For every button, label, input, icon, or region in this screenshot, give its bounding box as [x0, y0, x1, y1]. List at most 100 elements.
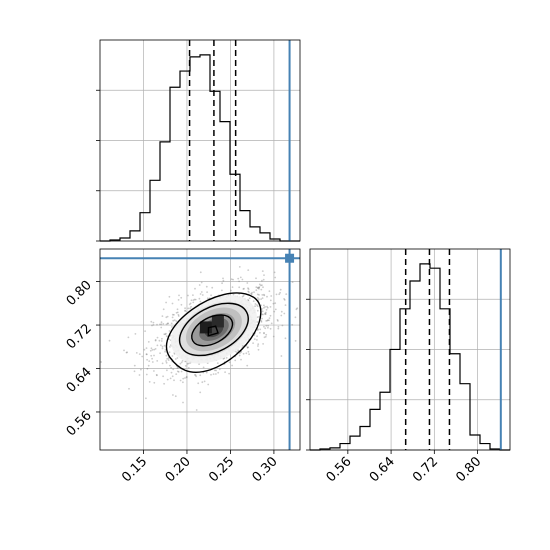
- sample-point: [216, 362, 219, 364]
- x-tick-label: 0.15: [119, 454, 150, 485]
- sample-point: [257, 343, 260, 346]
- sample-point: [147, 341, 150, 343]
- sample-point: [257, 287, 259, 289]
- sample-point: [151, 349, 154, 351]
- histogram-2-bar: [350, 436, 360, 450]
- sample-point: [238, 280, 241, 283]
- sample-point: [169, 344, 172, 346]
- sample-point: [153, 370, 155, 372]
- histogram-1-bar: [160, 142, 170, 241]
- sample-point: [277, 320, 279, 322]
- sample-point: [260, 298, 262, 300]
- sample-point: [177, 315, 180, 317]
- sample-point: [171, 313, 174, 316]
- sample-point: [274, 308, 277, 311]
- sample-point: [170, 366, 173, 369]
- sample-point: [125, 351, 128, 354]
- sample-point: [256, 329, 259, 331]
- sample-point: [218, 368, 221, 371]
- sample-point: [156, 323, 158, 326]
- histogram-1-bar: [210, 91, 220, 241]
- sample-point: [256, 316, 259, 319]
- sample-point: [151, 324, 153, 327]
- sample-point: [247, 290, 250, 293]
- sample-point: [264, 327, 267, 330]
- sample-point: [201, 294, 204, 296]
- sample-point: [180, 361, 183, 364]
- sample-point: [256, 305, 259, 308]
- sample-point: [269, 306, 272, 308]
- sample-point: [170, 322, 173, 325]
- sample-point: [192, 301, 195, 304]
- sample-point: [187, 307, 190, 310]
- sample-point: [283, 299, 286, 301]
- histogram-2-bar: [420, 264, 430, 450]
- sample-point: [156, 360, 159, 362]
- sample-point: [159, 352, 162, 355]
- histogram-2-bar: [430, 268, 440, 450]
- sample-point: [207, 383, 210, 386]
- sample-point: [261, 279, 263, 282]
- sample-point: [188, 303, 191, 306]
- sample-point: [198, 297, 201, 300]
- sample-point: [150, 320, 153, 323]
- sample-point: [256, 339, 258, 341]
- sample-point: [235, 351, 238, 354]
- sample-point: [263, 274, 265, 276]
- sample-point: [169, 346, 171, 348]
- sample-point: [165, 361, 168, 364]
- sample-point: [127, 336, 130, 339]
- sample-point: [187, 294, 189, 297]
- sample-point: [268, 319, 270, 322]
- sample-point: [259, 284, 262, 287]
- sample-point: [263, 293, 265, 296]
- histogram-2-bar: [450, 354, 460, 450]
- sample-point: [264, 306, 266, 308]
- sample-point: [240, 351, 243, 353]
- sample-point: [199, 391, 202, 394]
- sample-point: [167, 359, 170, 361]
- sample-point: [153, 381, 156, 384]
- sample-point: [261, 313, 263, 316]
- sample-point: [230, 278, 233, 281]
- sample-point: [231, 364, 234, 367]
- sample-point: [148, 381, 151, 383]
- sample-point: [263, 336, 266, 339]
- sample-point: [162, 323, 165, 325]
- sample-point: [272, 302, 275, 305]
- sample-point: [253, 338, 256, 340]
- sample-point: [168, 295, 171, 298]
- sample-point: [256, 293, 259, 296]
- sample-point: [258, 283, 261, 286]
- histogram-2-grid: [306, 249, 510, 451]
- sample-point: [171, 326, 173, 328]
- sample-point: [154, 348, 157, 350]
- sample-point: [184, 310, 187, 312]
- sample-point: [199, 374, 202, 377]
- sample-point: [221, 282, 224, 285]
- sample-point: [151, 357, 154, 360]
- sample-point: [265, 333, 268, 336]
- sample-point: [205, 371, 208, 374]
- sample-point: [239, 276, 242, 279]
- sample-point: [261, 310, 264, 313]
- sample-point: [192, 294, 194, 296]
- sample-point: [212, 373, 215, 375]
- histogram-1-bar: [180, 71, 190, 241]
- sample-point: [225, 357, 228, 359]
- sample-point: [261, 308, 263, 310]
- sample-point: [279, 288, 282, 291]
- sample-point: [259, 331, 261, 334]
- sample-point: [247, 346, 249, 348]
- sample-point: [265, 320, 268, 322]
- sample-point: [166, 358, 169, 360]
- sample-point: [194, 373, 196, 376]
- histogram-1-grid: [96, 40, 300, 242]
- sample-point: [238, 286, 241, 289]
- sample-point: [247, 346, 249, 349]
- sample-point: [221, 289, 223, 292]
- sample-point: [254, 303, 257, 305]
- sample-point: [166, 369, 168, 372]
- sample-point: [141, 355, 144, 358]
- sample-point: [167, 322, 169, 325]
